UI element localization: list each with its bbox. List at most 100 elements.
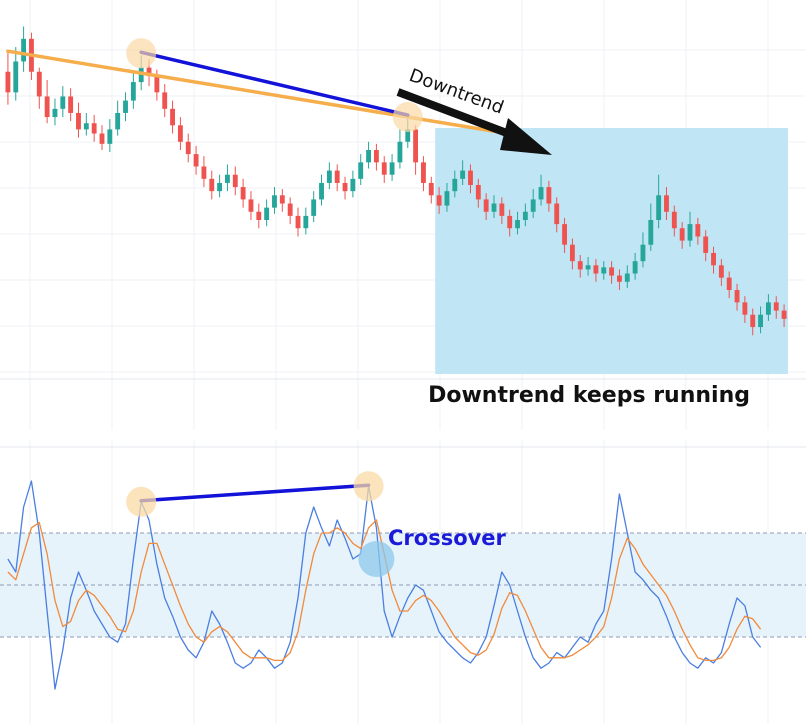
bear-candle	[726, 277, 732, 290]
bear-candle	[5, 71, 11, 93]
divergence-line	[139, 483, 371, 503]
bear-candle	[342, 182, 348, 192]
bear-candle	[162, 92, 168, 109]
bull-candle	[272, 195, 277, 208]
bull-candle	[389, 162, 395, 175]
price-peak-highlight	[126, 38, 157, 69]
bear-candle	[609, 267, 615, 276]
bear-candle	[44, 96, 50, 118]
bear-candle	[91, 123, 97, 134]
bull-candle	[538, 187, 544, 200]
bull-candle	[530, 199, 536, 212]
bear-candle	[413, 129, 419, 163]
oscillator-peak-highlight	[126, 486, 157, 517]
bear-candle	[671, 211, 677, 229]
bear-candle	[279, 195, 285, 204]
bear-candle	[475, 185, 481, 200]
bull-candle	[60, 96, 66, 109]
bear-candle	[36, 71, 42, 97]
bull-candle	[648, 220, 654, 245]
bull-candle	[522, 211, 528, 220]
bear-candle	[68, 96, 74, 113]
bear-candle	[177, 125, 183, 142]
bull-candle	[83, 123, 89, 130]
bull-candle	[326, 170, 332, 183]
bear-candle	[193, 154, 199, 167]
bear-candle	[695, 224, 701, 237]
crossover-highlight	[358, 541, 395, 577]
bear-candle	[209, 178, 215, 192]
bull-candle	[350, 178, 356, 192]
bull-candle	[130, 82, 136, 101]
bull-candle	[405, 129, 411, 142]
bull-candle	[460, 170, 466, 179]
bull-candle	[217, 182, 223, 192]
bull-candle	[687, 224, 693, 241]
bull-candle	[311, 199, 317, 216]
bear-candle	[617, 275, 622, 282]
bear-candle	[483, 199, 489, 212]
bear-candle	[718, 265, 724, 278]
crossover-label: Crossover	[388, 526, 507, 550]
bear-candle	[577, 261, 583, 270]
bull-candle	[123, 100, 128, 113]
bear-candle	[381, 162, 387, 175]
bull-candle	[52, 108, 58, 118]
bull-candle	[264, 207, 270, 220]
bear-candle	[436, 195, 442, 206]
bear-candle	[562, 224, 567, 245]
bull-candle	[765, 302, 771, 315]
bull-candle	[444, 191, 450, 206]
oscillator-peak-highlight	[353, 471, 384, 502]
bull-candle	[624, 273, 630, 282]
oscillator-reference-lines	[0, 532, 806, 638]
bear-candle	[421, 162, 426, 183]
bear-candle	[507, 215, 513, 229]
bear-candle	[201, 166, 207, 179]
bear-candle	[428, 182, 434, 196]
bull-candle	[632, 261, 638, 274]
bear-candle	[711, 252, 716, 266]
bull-candle	[758, 314, 763, 328]
bear-candle	[373, 150, 379, 163]
bear-candle	[750, 314, 756, 328]
continuation-label: Downtrend keeps running	[428, 383, 750, 408]
bear-candle	[593, 265, 599, 274]
bear-candle	[232, 174, 238, 188]
bull-candle	[366, 150, 371, 163]
bear-candle	[781, 310, 787, 319]
bear-candle	[569, 244, 575, 262]
bear-candle	[468, 170, 473, 185]
bull-candle	[225, 174, 230, 183]
bull-candle	[13, 61, 19, 93]
bear-candle	[734, 290, 740, 303]
bull-candle	[107, 129, 113, 144]
bear-candle	[334, 170, 340, 183]
bull-candle	[115, 112, 121, 130]
price-candles	[5, 26, 787, 336]
bull-candle	[656, 195, 662, 220]
bull-candle	[601, 267, 607, 274]
bear-candle	[287, 203, 293, 216]
bull-candle	[452, 178, 458, 192]
bull-candle	[515, 220, 520, 229]
continuation-zone	[435, 128, 788, 374]
bull-candle	[358, 162, 364, 179]
price-peak-highlight	[392, 102, 423, 133]
bull-candle	[491, 203, 497, 212]
bear-candle	[170, 108, 175, 126]
bear-candle	[499, 203, 505, 216]
bear-candle	[154, 75, 160, 93]
bear-candle	[240, 187, 246, 200]
bear-candle	[703, 236, 709, 253]
bear-candle	[773, 302, 779, 311]
bull-candle	[585, 265, 591, 270]
bear-candle	[664, 195, 669, 212]
bear-candle	[146, 67, 152, 76]
bear-candle	[99, 133, 105, 144]
bear-candle	[554, 203, 560, 225]
bear-candle	[679, 228, 685, 241]
bear-candle	[295, 215, 301, 229]
bear-candle	[742, 302, 748, 315]
